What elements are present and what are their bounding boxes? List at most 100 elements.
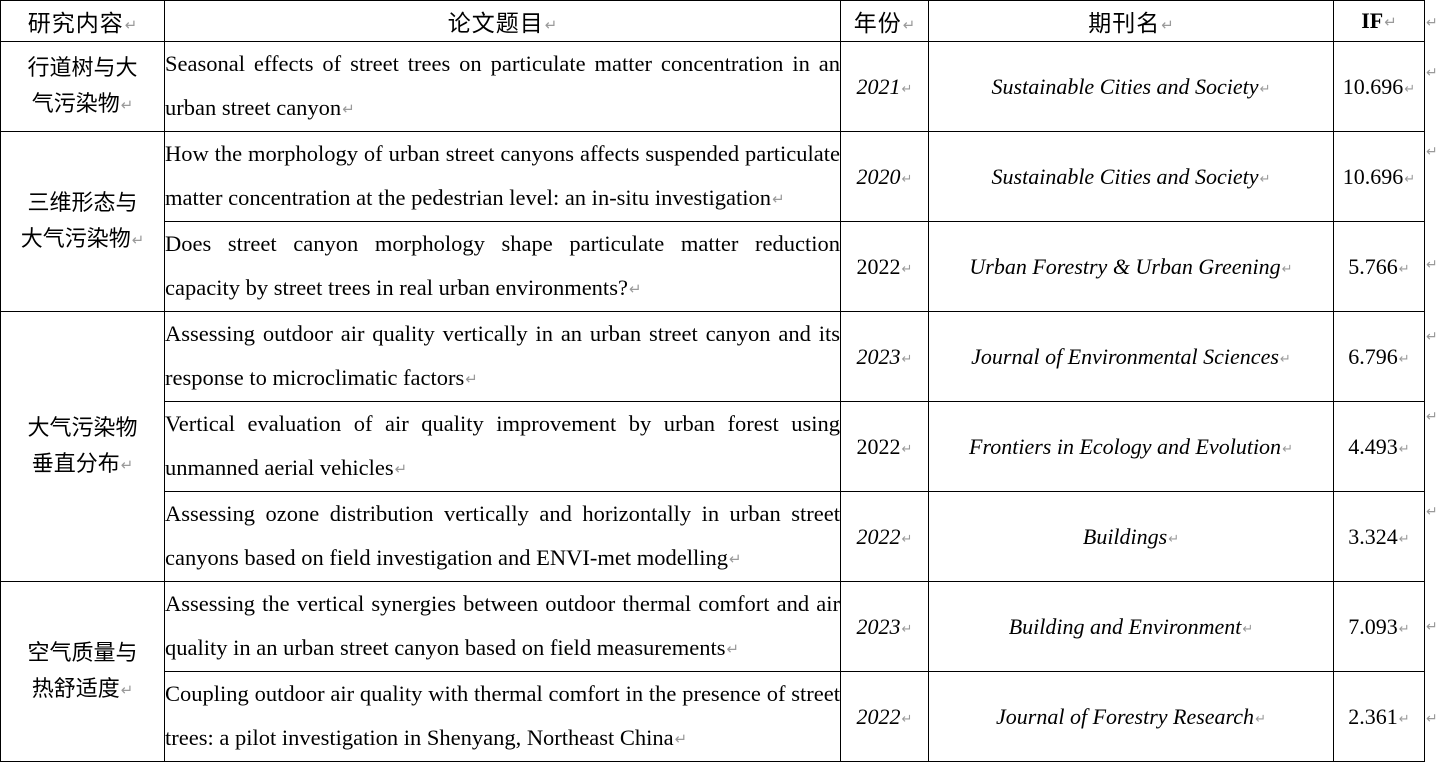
paper-title-text: Assessing the vertical synergies between… [165,591,840,660]
row-end-mark-icon: ↵ [1426,711,1438,727]
research-topic-line: 大气污染物 [27,415,138,441]
journal-name-text: Frontiers in Ecology and Evolution [969,433,1282,459]
paper-title-text: Does street canyon morphology shape part… [165,231,840,300]
row-end-mark-icon: ↵ [1426,329,1438,345]
paragraph-mark-icon: ↵ [901,711,913,727]
journal-name-cell: Frontiers in Ecology and Evolution↵ [928,401,1334,492]
paragraph-mark-icon: ↵ [901,621,913,637]
paragraph-mark-icon: ↵ [1404,81,1416,97]
column-header-label: 研究内容 [27,11,124,37]
research-topic-line: 热舒适度 [31,676,120,702]
impact-factor-value: 10.696 [1342,73,1404,99]
paper-title-text: Coupling outdoor air quality with therma… [165,681,840,750]
paragraph-mark-icon: ↵ [131,230,145,249]
paragraph-mark-icon: ↵ [901,441,913,457]
column-header-journal: 期刊名↵ [928,0,1334,42]
paper-title-cell: How the morphology of urban street canyo… [164,131,841,222]
research-topic-line: 大气污染物 [20,226,131,252]
impact-factor-value: 6.796 [1348,343,1398,369]
research-topic-cell: 空气质量与 热舒适度↵ [0,581,165,762]
paper-title-cell: Assessing the vertical synergies between… [164,581,841,672]
publication-year-text: 2022 [856,523,901,549]
paper-title-cell: Assessing ozone distribution vertically … [164,491,841,582]
impact-factor-value: 2.361 [1348,703,1398,729]
research-topic-cell: 三维形态与大气污染物↵ [0,131,165,312]
column-header-if: IF↵ [1333,0,1425,42]
paragraph-mark-icon: ↵ [1281,261,1293,277]
publication-year-text: 2021 [856,73,901,99]
paragraph-mark-icon: ↵ [465,370,478,388]
paragraph-mark-icon: ↵ [120,95,134,114]
paragraph-mark-icon: ↵ [394,460,408,478]
publication-year-cell: 2023↵ [840,311,929,402]
paragraph-mark-icon: ↵ [901,351,913,367]
paper-title-cell: Vertical evaluation of air quality impro… [164,401,841,492]
paragraph-mark-icon: ↵ [1259,81,1271,97]
journal-name-cell: Journal of Environmental Sciences↵ [928,311,1334,402]
row-end-mark-icon: ↵ [1426,15,1438,31]
journal-name-cell: Journal of Forestry Research↵ [928,671,1334,762]
paragraph-mark-icon: ↵ [342,100,355,118]
paragraph-mark-icon: ↵ [1398,441,1410,457]
journal-name-text: Building and Environment [1008,613,1242,639]
paragraph-mark-icon: ↵ [1384,13,1397,31]
row-end-mark-icon: ↵ [1426,65,1438,81]
paragraph-mark-icon: ↵ [1279,351,1291,367]
paragraph-mark-icon: ↵ [1404,171,1416,187]
paragraph-mark-icon: ↵ [1398,261,1410,277]
column-header-year: 年份↵ [840,0,929,42]
journal-name-text: Journal of Forestry Research [996,703,1255,729]
paragraph-mark-icon: ↵ [1242,621,1254,637]
table-row: Assessing ozone distribution vertically … [1,491,1425,582]
row-end-mark-icon: ↵ [1426,144,1438,160]
journal-name-cell: Buildings↵ [928,491,1334,582]
column-header-label: 论文题目 [447,11,544,37]
research-topic-text: 三维形态与大气污染物↵ [21,186,145,258]
table-row: 三维形态与 大气污染物↵ How the morphology of urban s… [0,131,1425,312]
paragraph-mark-icon: ↵ [1282,441,1293,457]
impact-factor-cell: 3.324↵ [1333,491,1425,582]
publication-year-text: 2022 [856,433,901,459]
impact-factor-value: 5.766 [1348,253,1398,279]
journal-name-cell: Urban Forestry & Urban Greening↵ [928,221,1334,312]
paragraph-mark-icon: ↵ [901,261,913,277]
table-row: 空气质量与 热舒适度↵ Assessing the vertical synergi… [0,581,1425,762]
paragraph-mark-icon: ↵ [1259,171,1271,187]
paragraph-mark-icon: ↵ [901,171,913,187]
paragraph-mark-icon: ↵ [901,81,913,97]
paragraph-mark-icon: ↵ [1398,621,1410,637]
column-header-label: IF [1361,8,1384,33]
journal-name-cell: Sustainable Cities and Society↵ [928,131,1334,222]
publication-year-text: 2020 [856,163,901,189]
impact-factor-value: 4.493 [1348,433,1398,459]
paragraph-mark-icon: ↵ [901,531,913,547]
research-topic-line: 三维形态与 [27,190,138,216]
research-topic-text: 空气质量与 热舒适度↵ [27,636,137,708]
journal-name-text: Urban Forestry & Urban Greening [969,253,1281,279]
paper-title-cell: Does street canyon morphology shape part… [164,221,841,312]
impact-factor-cell: 10.696↵ [1333,41,1425,132]
paragraph-mark-icon: ↵ [1161,16,1174,34]
publication-year-text: 2022 [856,253,901,279]
table-row: 行道树与大 气污染物↵ Seasonal effects of street tre… [0,41,1425,132]
publication-year-cell: 2023↵ [840,581,929,672]
paper-title-cell: Assessing outdoor air quality vertically… [164,311,841,402]
journal-name-cell: Sustainable Cities and Society↵ [928,41,1334,132]
paper-title-cell: Seasonal effects of street trees on part… [164,41,841,132]
impact-factor-cell: 10.696↵ [1333,131,1425,222]
paragraph-mark-icon: ↵ [544,16,558,34]
paragraph-mark-icon: ↵ [902,16,916,34]
row-end-mark-icon: ↵ [1426,504,1438,520]
research-topic-text: 大气污染物 垂直分布↵ [27,411,137,483]
impact-factor-value: 10.696 [1342,163,1404,189]
publication-year-text: 2023 [856,613,901,639]
publication-year-cell: 2022↵ [840,221,929,312]
impact-factor-cell: 2.361↵ [1333,671,1425,762]
table-row: Coupling outdoor air quality with therma… [1,671,1425,762]
paper-title-cell: Coupling outdoor air quality with therma… [164,671,841,762]
publication-year-cell: 2022↵ [840,671,929,762]
column-header-label: 年份 [853,11,902,37]
research-topic-line: 垂直分布 [31,451,120,477]
research-papers-table: 研究内容↵ 论文题目↵ 年份↵ 期刊名↵ IF↵ 行道树与大 气污染物↵ Seasonal e… [0,0,1425,762]
